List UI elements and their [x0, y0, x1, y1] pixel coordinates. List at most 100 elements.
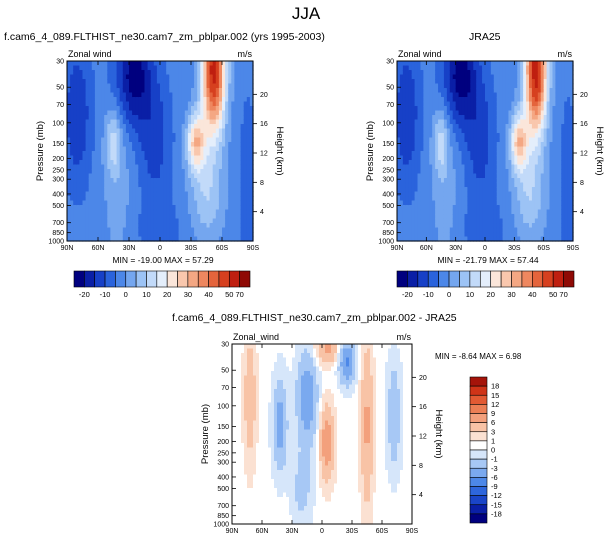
contour-cell — [438, 124, 442, 130]
contour-cell — [110, 169, 115, 175]
contour-cell — [85, 173, 90, 179]
contour-cell — [172, 155, 177, 161]
contour-cell — [458, 227, 463, 233]
contour-cell — [411, 101, 416, 107]
contour-cell — [156, 115, 161, 121]
contour-cell — [558, 110, 562, 116]
contour-cell — [82, 182, 87, 188]
contour-cell — [119, 178, 124, 184]
contour-cell — [194, 155, 198, 161]
contour-cell — [420, 227, 424, 233]
contour-cell — [94, 236, 99, 242]
contour-cell — [449, 200, 454, 206]
contour-cell — [443, 200, 448, 206]
contour-cell — [203, 178, 208, 184]
contour-cell — [526, 119, 530, 125]
contour-cell — [88, 151, 93, 157]
contour-cell — [76, 106, 80, 112]
contour-cell — [203, 124, 208, 130]
contour-cell — [537, 133, 542, 139]
contour-cell — [399, 232, 404, 238]
contour-cell — [141, 65, 146, 71]
contour-cell — [153, 232, 158, 238]
contour-cell — [163, 232, 167, 238]
contour-cell — [435, 110, 439, 116]
contour-cell — [561, 182, 565, 188]
contour-cell — [169, 124, 173, 130]
contour-cell — [446, 61, 451, 67]
contour-cell — [537, 209, 542, 215]
contour-cell — [411, 61, 416, 67]
contour-cell — [234, 187, 239, 193]
contour-cell — [543, 92, 548, 98]
contour-cell — [222, 209, 226, 215]
contour-cell — [228, 137, 232, 143]
contour-cell — [540, 173, 545, 179]
contour-cell — [537, 155, 542, 161]
contour-cell — [232, 479, 236, 485]
contour-cell — [141, 88, 146, 94]
contour-cell — [91, 209, 96, 215]
contour-cell — [514, 61, 518, 67]
contour-cell — [107, 101, 111, 107]
contour-cell — [172, 209, 177, 215]
contour-cell — [529, 191, 533, 197]
contour-cell — [240, 61, 245, 67]
contour-cell — [417, 209, 422, 215]
contour-cell — [160, 151, 164, 157]
contour-cell — [191, 106, 195, 112]
contour-cell — [79, 101, 84, 107]
contour-cell — [243, 227, 248, 233]
contour-cell — [432, 119, 436, 125]
contour-cell — [458, 232, 463, 238]
contour-cell — [493, 137, 498, 143]
contour-cell — [558, 70, 562, 76]
contour-cell — [240, 92, 245, 98]
contour-cell — [561, 227, 565, 233]
contour-cell — [420, 164, 424, 170]
contour-cell — [564, 97, 568, 103]
contour-cell — [94, 106, 99, 112]
contour-cell — [107, 97, 111, 103]
contour-cell — [426, 61, 430, 67]
contour-cell — [499, 119, 504, 125]
contour-cell — [70, 133, 74, 139]
contour-cell — [561, 115, 565, 121]
contour-cell — [443, 196, 448, 202]
contour-cell — [79, 232, 84, 238]
contour-cell — [147, 124, 152, 130]
contour-cell — [232, 371, 236, 377]
contour-cell — [243, 137, 248, 143]
contour-cell — [234, 236, 239, 242]
contour-cell — [243, 200, 248, 206]
contour-cell — [543, 218, 548, 224]
contour-cell — [546, 173, 551, 179]
contour-cell — [485, 146, 489, 152]
contour-cell — [467, 106, 471, 112]
contour-cell — [129, 119, 133, 125]
contour-cell — [417, 223, 422, 229]
contour-cell — [122, 160, 127, 166]
contour-cell — [464, 182, 468, 188]
contour-cell — [234, 160, 239, 166]
contour-cell — [485, 70, 489, 76]
contour-cell — [429, 106, 433, 112]
contour-cell — [113, 223, 118, 229]
contour-cell — [181, 178, 186, 184]
contour-cell — [156, 106, 161, 112]
contour-cell — [70, 236, 74, 242]
contour-cell — [110, 232, 115, 238]
contour-cell — [508, 106, 512, 112]
contour-cell — [493, 101, 498, 107]
contour-cell — [181, 160, 186, 166]
contour-cell — [511, 115, 515, 121]
contour-cell — [79, 61, 84, 67]
contour-cell — [82, 83, 87, 89]
contour-cell — [116, 196, 121, 202]
contour-cell — [104, 227, 108, 233]
contour-cell — [122, 83, 127, 89]
contour-cell — [458, 142, 463, 148]
contour-cell — [567, 128, 571, 134]
contour-cell — [534, 160, 539, 166]
contour-cell — [249, 97, 254, 103]
